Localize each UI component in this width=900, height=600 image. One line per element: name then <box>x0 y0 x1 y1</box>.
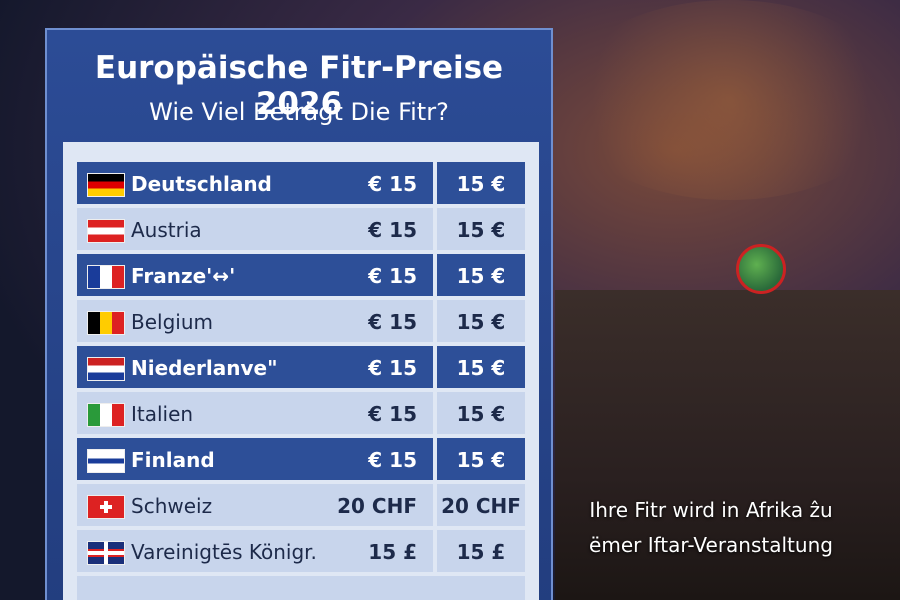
column-divider <box>433 208 437 250</box>
column-divider <box>433 346 437 388</box>
price-panel: Europäische Fitr-Preise 2026 Wie Viel Be… <box>45 28 553 600</box>
table-row: Franze'↔' € 15 15 € <box>77 254 525 296</box>
sky-glow <box>560 0 900 200</box>
country-name: Schweiz <box>131 494 213 518</box>
table-row: Finland € 15 15 € <box>77 438 525 480</box>
flag-icon <box>87 541 125 565</box>
flag-icon <box>87 403 125 427</box>
title: Europäische Fitr-Preise 2026 <box>94 50 504 122</box>
flag-icon <box>87 173 125 197</box>
price-table: Deutschland € 15 15 € Austria € 15 15 € Franze… <box>63 142 539 600</box>
country-name: Deutschland <box>131 172 272 196</box>
country-name: Niederlanve" <box>131 356 278 380</box>
caption-line: ëmer Iftar-Veranstaltung <box>589 533 833 557</box>
price-cell: 15 € <box>456 402 506 426</box>
column-divider <box>433 300 437 342</box>
flag-icon <box>87 219 125 243</box>
country-name: Vareinigtēs Königr. <box>131 540 317 564</box>
column-divider <box>433 254 437 296</box>
column-divider <box>433 530 437 572</box>
price-cell: 15 € <box>456 356 506 380</box>
price-cell: € 15 <box>368 264 417 288</box>
flag-icon <box>87 265 125 289</box>
price-cell: € 15 <box>368 218 417 242</box>
table-row: Schweiz 20 CHF 20 CHF <box>77 484 525 526</box>
price-cell: 15 £ <box>456 540 506 564</box>
price-cell: € 15 <box>368 172 417 196</box>
country-name: Belgium <box>131 310 213 334</box>
table-row: Belgium € 15 15 € <box>77 300 525 342</box>
crowd-scene <box>555 290 900 600</box>
subtitle: Wie Viel Beträgt Die Fitr? <box>149 98 449 126</box>
price-cell: 15 € <box>456 172 506 196</box>
table-row-cut <box>77 576 525 600</box>
table-row: Vareinigtēs Königr. 15 £ 15 £ <box>77 530 525 572</box>
flag-icon <box>87 357 125 381</box>
price-cell: € 15 <box>368 356 417 380</box>
caption-line: Ihre Fitr wird in Afrika ẑu <box>589 498 833 522</box>
country-name: Austria <box>131 218 202 242</box>
price-cell: € 15 <box>368 402 417 426</box>
globe-icon <box>736 244 786 294</box>
column-divider <box>433 392 437 434</box>
column-divider <box>433 162 437 204</box>
price-cell: 20 CHF <box>337 494 417 518</box>
price-cell: 15 € <box>456 264 506 288</box>
table-row: Austria € 15 15 € <box>77 208 525 250</box>
column-divider <box>433 484 437 526</box>
price-cell: 15 € <box>456 310 506 334</box>
price-cell: 20 CHF <box>441 494 521 518</box>
price-cell: € 15 <box>368 310 417 334</box>
flag-icon <box>87 311 125 335</box>
table-row: Italien € 15 15 € <box>77 392 525 434</box>
flag-icon <box>87 495 125 519</box>
country-name: Italien <box>131 402 194 426</box>
column-divider <box>433 438 437 480</box>
price-cell: 15 € <box>456 448 506 472</box>
price-cell: 15 € <box>456 218 506 242</box>
country-name: Finland <box>131 448 215 472</box>
flag-icon <box>87 449 125 473</box>
table-row: Deutschland € 15 15 € <box>77 162 525 204</box>
country-name: Franze'↔' <box>131 264 236 288</box>
price-cell: € 15 <box>368 448 417 472</box>
price-cell: 15 £ <box>368 540 417 564</box>
table-row: Niederlanve" € 15 15 € <box>77 346 525 388</box>
